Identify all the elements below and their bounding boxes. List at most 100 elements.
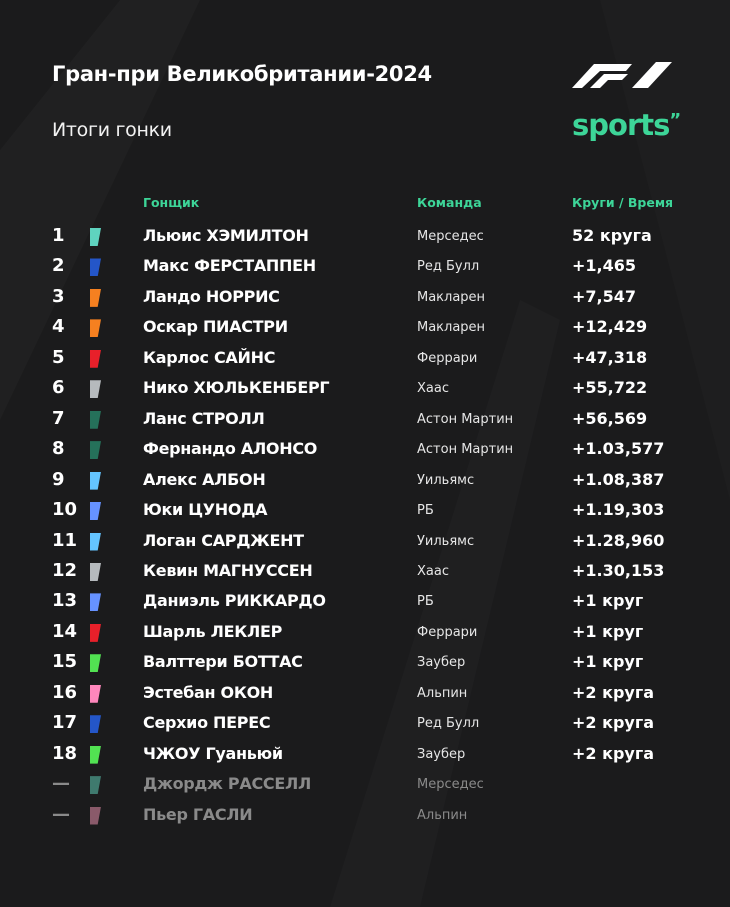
team-color-flag-icon <box>90 745 101 764</box>
driver-name: Макс ФЕРСТАППЕН <box>143 256 316 276</box>
team-color-flag-icon <box>90 410 101 429</box>
race-time: 52 круга <box>572 226 652 245</box>
table-row: 3 Ландо НОРРИС Макларен +7,547 <box>0 286 730 316</box>
driver-name: Алекс АЛБОН <box>143 469 266 489</box>
driver-name: Джордж РАССЕЛЛ <box>143 774 311 794</box>
team-name: Астон Мартин <box>417 411 514 427</box>
driver-name: Шарль ЛЕКЛЕР <box>143 621 283 641</box>
position: 5 <box>52 346 65 368</box>
race-time: +1.03,577 <box>572 439 665 459</box>
driver-name: Оскар ПИАСТРИ <box>143 317 288 337</box>
team-name: Феррари <box>417 624 478 640</box>
table-row: 12 Кевин МАГНУССЕН Хаас +1.30,153 <box>0 560 730 590</box>
position: — <box>52 803 70 825</box>
race-time: +2 круга <box>572 743 655 763</box>
team-color-flag-icon <box>90 776 101 795</box>
table-row: 16 Эстебан ОКОН Альпин +2 круга <box>0 682 730 712</box>
table-row: 9 Алекс АЛБОН Уильямс +1.08,387 <box>0 469 730 499</box>
table-row: 11 Логан САРДЖЕНТ Уильямс +1.28,960 <box>0 530 730 560</box>
position: 16 <box>52 681 78 703</box>
table-row: 13 Даниэль РИККАРДО РБ +1 круг <box>0 590 730 620</box>
team-color-flag-icon <box>90 684 101 703</box>
table-row: 14 Шарль ЛЕКЛЕР Феррари +1 круг <box>0 621 730 651</box>
team-color-flag-icon <box>90 380 101 399</box>
team-color-flag-icon <box>90 502 101 521</box>
team-name: Альпин <box>417 807 468 823</box>
driver-name: Даниэль РИККАРДО <box>143 591 326 611</box>
race-time: +1 круг <box>572 591 644 611</box>
sports-logo: sports” <box>572 108 681 142</box>
race-time: +1.30,153 <box>572 560 665 580</box>
team-name: Ред Булл <box>417 259 480 275</box>
team-name: Астон Мартин <box>417 442 514 458</box>
driver-name: Пьер ГАСЛИ <box>143 804 253 824</box>
team-color-flag-icon <box>90 319 101 338</box>
position: 1 <box>52 225 65 246</box>
team-name: РБ <box>417 594 434 610</box>
team-name: Уильямс <box>417 472 475 488</box>
table-row: 2 Макс ФЕРСТАППЕН Ред Булл +1,465 <box>0 255 730 285</box>
position: 11 <box>52 529 78 551</box>
table-row: — Пьер ГАСЛИ Альпин <box>0 804 730 834</box>
team-name: Хаас <box>417 381 449 397</box>
table-row: 10 Юки ЦУНОДА РБ +1.19,303 <box>0 499 730 529</box>
race-time: +1.08,387 <box>572 469 665 489</box>
team-color-flag-icon <box>90 562 101 581</box>
team-color-flag-icon <box>90 288 101 307</box>
race-time: +1.28,960 <box>572 530 665 550</box>
sports-logo-text: sports <box>572 108 670 142</box>
team-name: Альпин <box>417 685 468 701</box>
position: 18 <box>52 742 78 764</box>
table-row: 5 Карлос САЙНС Феррари +47,318 <box>0 347 730 377</box>
position: 12 <box>52 559 78 581</box>
team-name: Макларен <box>417 320 486 336</box>
race-time: +1.19,303 <box>572 500 665 520</box>
team-name: Мерседес <box>417 777 484 793</box>
team-name: Уильямс <box>417 533 475 549</box>
race-time: +7,547 <box>572 286 637 306</box>
team-name: РБ <box>417 503 434 519</box>
team-color-flag-icon <box>90 532 101 551</box>
race-time: +1 круг <box>572 652 644 672</box>
team-color-flag-icon <box>90 623 101 642</box>
position: 14 <box>52 620 78 642</box>
driver-name: Эстебан ОКОН <box>143 682 274 702</box>
race-time: +2 круга <box>572 682 655 702</box>
position: 4 <box>52 316 65 338</box>
driver-name: Логан САРДЖЕНТ <box>143 530 304 550</box>
driver-name: Ланс СТРОЛЛ <box>143 408 265 428</box>
team-name: Феррари <box>417 350 478 366</box>
driver-name: Юки ЦУНОДА <box>143 500 268 520</box>
position: 6 <box>52 377 65 399</box>
team-color-flag-icon <box>90 654 101 673</box>
table-row: — Джордж РАССЕЛЛ Мерседес <box>0 773 730 803</box>
position: 15 <box>52 651 78 673</box>
race-time: +56,569 <box>572 408 648 428</box>
race-time: +2 круга <box>572 713 655 733</box>
driver-name: Нико ХЮЛЬКЕНБЕРГ <box>143 378 330 398</box>
driver-name: Серхио ПЕРЕС <box>143 713 271 733</box>
position: 3 <box>52 285 65 307</box>
driver-name: Фернандо АЛОНСО <box>143 439 318 459</box>
table-row: 1 Льюис ХЭМИЛТОН Мерседес 52 круга <box>0 225 730 255</box>
page-subtitle: Итоги гонки <box>52 119 172 141</box>
table-row: 7 Ланс СТРОЛЛ Астон Мартин +56,569 <box>0 408 730 438</box>
team-color-flag-icon <box>90 349 101 368</box>
column-header-team: Команда <box>417 195 482 210</box>
column-header-driver: Гонщик <box>143 195 200 210</box>
position: 2 <box>52 255 65 277</box>
table-row: 17 Серхио ПЕРЕС Ред Булл +2 круга <box>0 712 730 742</box>
team-color-flag-icon <box>90 258 101 277</box>
race-time: +1,465 <box>572 256 637 276</box>
race-time: +55,722 <box>572 378 648 398</box>
team-color-flag-icon <box>90 471 101 490</box>
team-color-flag-icon <box>90 228 101 246</box>
position: 13 <box>52 590 78 612</box>
team-name: Заубер <box>417 655 466 671</box>
race-time: +12,429 <box>572 317 648 337</box>
driver-name: Ландо НОРРИС <box>143 286 280 306</box>
driver-name: Валттери БОТТАС <box>143 652 303 672</box>
team-name: Хаас <box>417 563 449 579</box>
position: 9 <box>52 468 65 490</box>
